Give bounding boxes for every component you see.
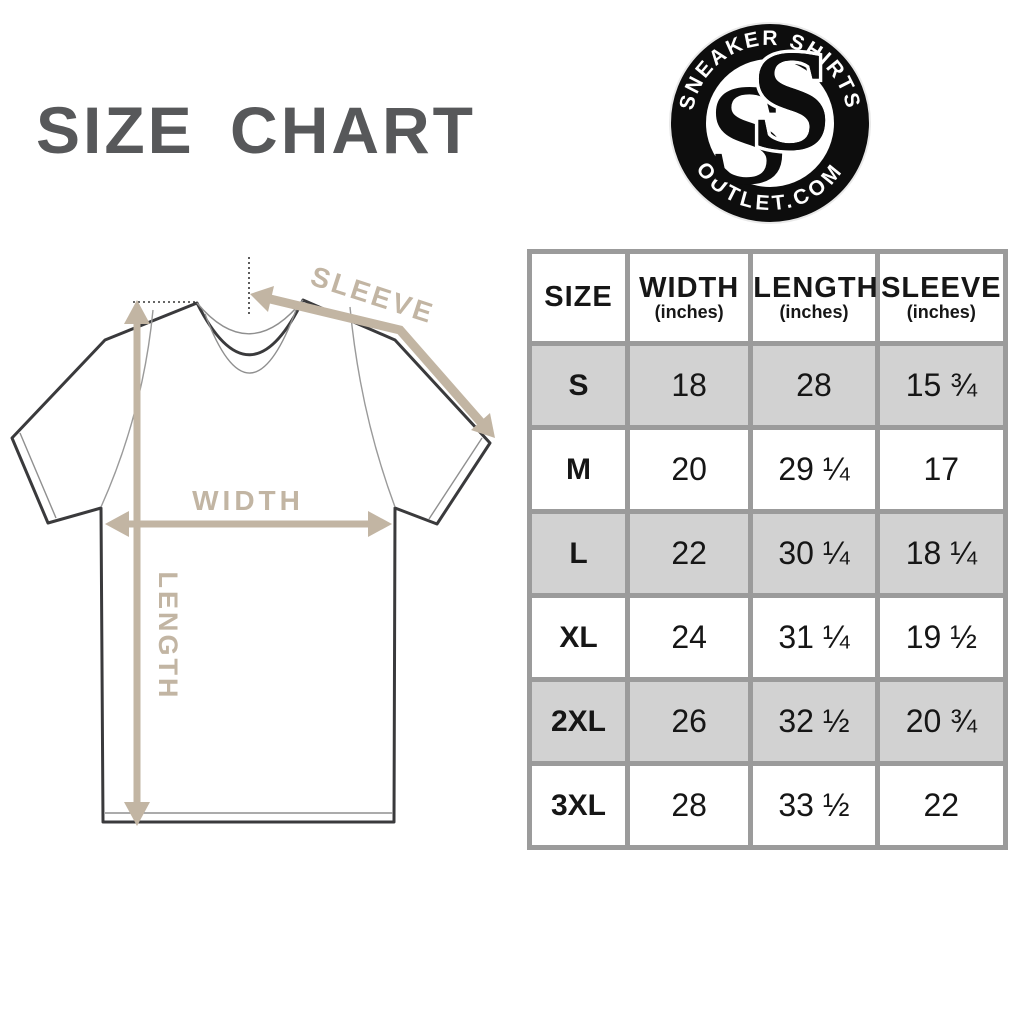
cell-width: 26 — [625, 677, 754, 766]
collar-back-seam — [196, 299, 304, 335]
table-row-m: M 20 29 ¼ 17 — [526, 425, 1009, 514]
ss-monogram-icon: S S S — [708, 18, 835, 216]
col-header-width-sub: (inches) — [654, 302, 724, 322]
cell-length: 28 — [748, 341, 880, 430]
collar-rib-seam — [204, 309, 297, 374]
tshirt-diagram: WIDTH LENGTH SLEEVE — [10, 257, 495, 826]
table-row-xl: XL 24 31 ¼ 19 ½ — [526, 593, 1009, 682]
size-table: SIZE WIDTH (inches) LENGTH (inches) SLEE… — [526, 249, 1009, 850]
brand-logo: SNEAKER SHIRTS OUTLET.COM S S S — [669, 18, 871, 224]
cell-sleeve: 15 ¾ — [874, 341, 1009, 430]
size-table-body: S 18 28 15 ¾ M 20 29 ¼ 17 L 22 30 ¼ 18 ¼ XL 24 31 ¼ 19 … — [526, 341, 1009, 850]
cell-width: 20 — [625, 425, 754, 514]
cell-size: M — [526, 425, 631, 514]
length-label: LENGTH — [153, 572, 183, 701]
size-table-header: SIZE WIDTH (inches) LENGTH (inches) SLEE… — [526, 249, 1009, 346]
logo-inner-circle — [706, 59, 834, 187]
right-cuff-hem — [428, 437, 483, 520]
length-arrow-head-down — [124, 802, 150, 826]
col-header-length: LENGTH (inches) — [748, 249, 880, 346]
cell-sleeve: 17 — [874, 425, 1009, 514]
length-arrow-head-up — [124, 300, 150, 324]
cell-length: 30 ¼ — [748, 509, 880, 598]
svg-text:S: S — [708, 55, 789, 215]
cell-length: 33 ½ — [748, 761, 880, 850]
cell-size: S — [526, 341, 631, 430]
cell-sleeve: 19 ½ — [874, 593, 1009, 682]
cell-sleeve: 18 ¼ — [874, 509, 1009, 598]
svg-text:S: S — [751, 21, 832, 181]
col-header-sleeve-sub: (inches) — [906, 302, 976, 322]
width-arrow-head-right — [368, 511, 392, 537]
table-row-2xl: 2XL 26 32 ½ 20 ¾ — [526, 677, 1009, 766]
sleeve-arrow-head-left — [250, 286, 274, 312]
header-row: SIZE WIDTH (inches) LENGTH (inches) SLEE… — [526, 249, 1009, 346]
cell-size: L — [526, 509, 631, 598]
table-row-l: L 22 30 ¼ 18 ¼ — [526, 509, 1009, 598]
sleeve-arrow-head-right — [471, 413, 495, 438]
col-header-sleeve: SLEEVE (inches) — [874, 249, 1009, 346]
cell-length: 29 ¼ — [748, 425, 880, 514]
table-row-3xl: 3XL 28 33 ½ 22 — [526, 761, 1009, 850]
cell-length: 31 ¼ — [748, 593, 880, 682]
cell-size: 2XL — [526, 677, 631, 766]
page-title: SIZE CHART — [36, 93, 476, 167]
col-header-size-label: SIZE — [544, 281, 613, 313]
col-header-sleeve-label: SLEEVE — [881, 272, 1002, 304]
col-header-length-label: LENGTH — [753, 272, 879, 304]
measurement-arrows — [105, 286, 495, 826]
cell-width: 24 — [625, 593, 754, 682]
length-arrow-shaft — [133, 318, 141, 810]
cell-size: 3XL — [526, 761, 631, 850]
svg-text:S: S — [751, 21, 832, 181]
col-header-width-label: WIDTH — [639, 272, 740, 304]
cell-width: 18 — [625, 341, 754, 430]
col-header-length-sub: (inches) — [779, 302, 849, 322]
cell-size: XL — [526, 593, 631, 682]
cell-width: 22 — [625, 509, 754, 598]
width-arrow-shaft — [122, 520, 375, 528]
cell-width: 28 — [625, 761, 754, 850]
right-armhole-seam — [349, 306, 396, 508]
width-arrow-head-left — [105, 511, 129, 537]
left-cuff-hem — [19, 432, 57, 519]
cell-sleeve: 20 ¾ — [874, 677, 1009, 766]
table-row-s: S 18 28 15 ¾ — [526, 341, 1009, 430]
width-label: WIDTH — [192, 485, 304, 516]
col-header-size: SIZE — [526, 249, 631, 346]
cell-sleeve: 22 — [874, 761, 1009, 850]
col-header-width: WIDTH (inches) — [625, 249, 754, 346]
tshirt-outline — [10, 298, 492, 824]
cell-length: 32 ½ — [748, 677, 880, 766]
sleeve-arrow-shaft — [264, 293, 489, 430]
